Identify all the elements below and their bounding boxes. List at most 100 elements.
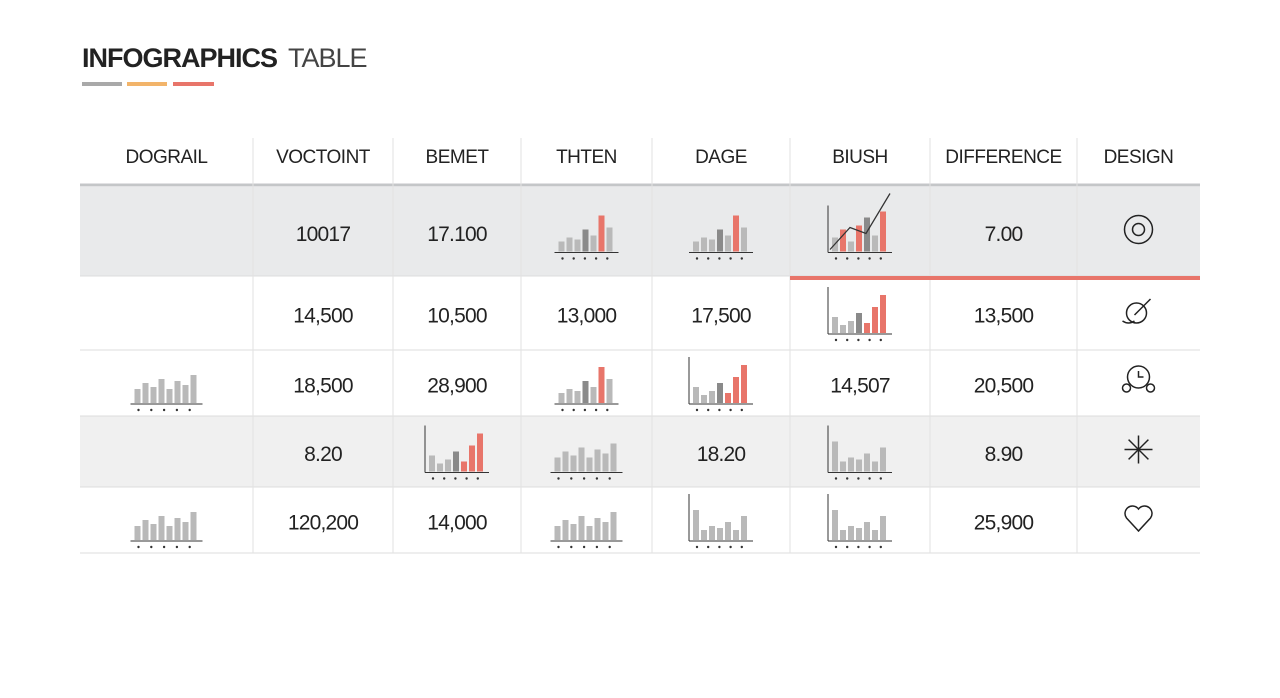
mini-chart bbox=[554, 367, 619, 412]
mini-bar bbox=[832, 441, 838, 472]
mini-bar bbox=[880, 211, 886, 252]
mini-dot bbox=[454, 477, 457, 480]
mini-dot bbox=[582, 477, 586, 480]
mini-dot bbox=[834, 338, 838, 342]
mini-bar bbox=[725, 235, 731, 252]
mini-dot bbox=[572, 257, 575, 260]
mini-bar bbox=[872, 461, 878, 472]
mini-bar bbox=[701, 237, 707, 252]
mini-bar bbox=[701, 395, 707, 403]
icon-part bbox=[1124, 505, 1153, 533]
mini-bar bbox=[574, 239, 581, 252]
mini-dot bbox=[175, 545, 179, 549]
mini-dot bbox=[857, 338, 860, 342]
mini-dot bbox=[594, 408, 598, 412]
mini-bar bbox=[840, 530, 846, 540]
mini-bar bbox=[142, 383, 149, 403]
mini-bar bbox=[856, 528, 862, 540]
mini-bar bbox=[693, 241, 699, 252]
cell-value: 8.90 bbox=[985, 443, 1023, 466]
mini-dot bbox=[740, 257, 743, 260]
mini-bar bbox=[582, 381, 589, 403]
mini-dot bbox=[570, 477, 573, 480]
mini-bar bbox=[693, 510, 699, 540]
mini-dot bbox=[857, 257, 860, 260]
mini-chart bbox=[688, 494, 753, 549]
mini-bar bbox=[174, 518, 181, 540]
cell-value: 10,500 bbox=[427, 305, 487, 328]
design-icon bbox=[1124, 505, 1153, 533]
mini-bar bbox=[864, 217, 870, 252]
mini-bar bbox=[150, 524, 157, 540]
cell-value: 120,200 bbox=[288, 512, 358, 535]
mini-bar bbox=[741, 365, 747, 403]
mini-bar bbox=[174, 381, 181, 403]
mini-dot bbox=[846, 545, 849, 549]
column-header: BEMET bbox=[426, 147, 490, 168]
mini-bar bbox=[610, 443, 617, 472]
mini-dot bbox=[718, 545, 721, 549]
mini-bar bbox=[864, 522, 870, 540]
design-icon bbox=[1122, 298, 1152, 324]
mini-bar bbox=[848, 526, 854, 540]
mini-bar bbox=[840, 461, 846, 472]
mini-dot bbox=[175, 408, 179, 412]
mini-bar bbox=[717, 229, 723, 252]
mini-bar bbox=[733, 377, 739, 403]
icon-part bbox=[1122, 298, 1152, 324]
mini-chart bbox=[554, 215, 619, 260]
mini-dot bbox=[729, 257, 732, 260]
cell-value: 13,500 bbox=[974, 305, 1034, 328]
mini-bar bbox=[566, 389, 573, 403]
mini-dot bbox=[857, 477, 860, 480]
mini-bar bbox=[558, 393, 565, 403]
mini-bar bbox=[578, 447, 585, 472]
mini-dot bbox=[150, 408, 153, 412]
mini-dot bbox=[606, 257, 609, 260]
mini-dot bbox=[557, 477, 560, 480]
mini-bar bbox=[832, 510, 838, 540]
mini-dot bbox=[137, 408, 140, 412]
title-accent bbox=[173, 82, 214, 86]
mini-bar bbox=[150, 387, 157, 403]
mini-dot bbox=[431, 477, 435, 480]
mini-bar bbox=[725, 393, 731, 403]
mini-bar bbox=[461, 461, 467, 472]
icon-part bbox=[1125, 302, 1148, 324]
mini-bar bbox=[717, 528, 723, 540]
icon-part bbox=[1121, 383, 1132, 393]
mini-dot bbox=[443, 477, 446, 480]
mini-dot bbox=[707, 545, 710, 549]
mini-chart bbox=[689, 215, 753, 260]
mini-dot bbox=[868, 545, 871, 549]
mini-bar bbox=[574, 391, 581, 403]
title-accent bbox=[127, 82, 167, 86]
mini-bar bbox=[872, 235, 878, 252]
mini-dot bbox=[137, 545, 140, 549]
mini-bar bbox=[437, 463, 443, 472]
mini-dot bbox=[729, 408, 732, 412]
mini-bar bbox=[864, 323, 870, 333]
mini-bar bbox=[606, 379, 613, 403]
mini-bar bbox=[602, 522, 609, 540]
mini-chart bbox=[688, 357, 753, 412]
mini-dot bbox=[162, 545, 166, 549]
mini-dot bbox=[707, 257, 710, 260]
cell-value: 14,500 bbox=[293, 305, 353, 328]
mini-bar bbox=[840, 325, 846, 333]
mini-bar bbox=[570, 524, 577, 540]
mini-bar bbox=[709, 239, 715, 252]
mini-chart bbox=[827, 287, 892, 342]
mini-bar bbox=[190, 512, 197, 540]
cell-value: 18,500 bbox=[293, 375, 353, 398]
mini-chart bbox=[550, 512, 623, 549]
mini-dot bbox=[188, 408, 191, 412]
mini-bar bbox=[578, 516, 585, 540]
mini-dot bbox=[465, 477, 468, 480]
mini-dot bbox=[868, 257, 871, 260]
mini-bar bbox=[469, 445, 475, 472]
mini-bar bbox=[872, 530, 878, 540]
mini-bar bbox=[158, 379, 165, 403]
mini-dot bbox=[846, 338, 849, 342]
